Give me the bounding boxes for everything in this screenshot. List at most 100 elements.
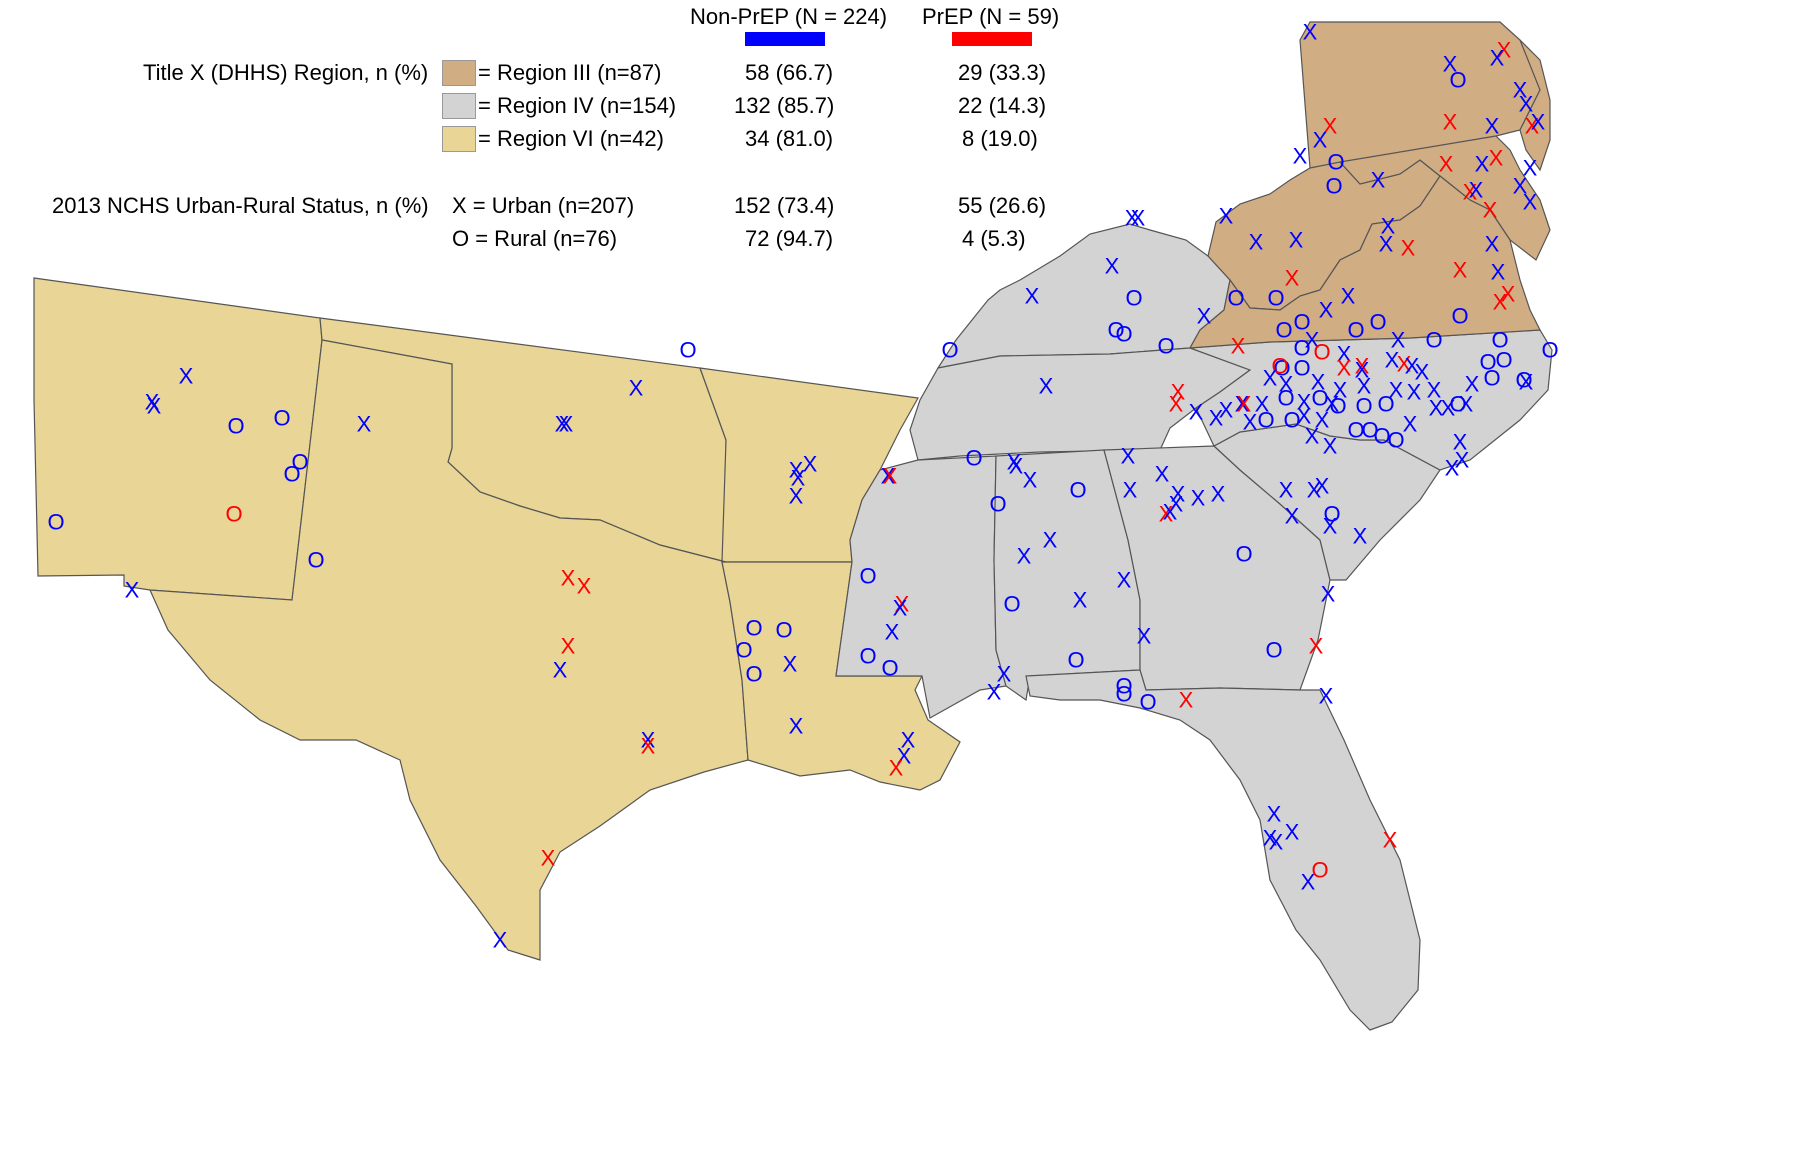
urban-prep-marker: X [1355, 354, 1370, 379]
urban-non-prep-marker: X [1163, 500, 1178, 525]
rural-non-prep-marker: O [775, 618, 792, 643]
region-vi-label: = Region VI (n=42) [478, 126, 664, 151]
urban-non-prep-marker: X [789, 458, 804, 483]
urban-non-prep-marker: X [1443, 52, 1458, 77]
rural-non-prep-marker: O [1067, 648, 1084, 673]
urban-non-prep-marker: X [1219, 398, 1234, 423]
urban-non-prep-marker: X [1155, 462, 1170, 487]
urban-non-prep-marker: X [1297, 404, 1312, 429]
urban-non-prep-marker: X [1171, 482, 1186, 507]
urban-non-prep-marker: X [1319, 298, 1334, 323]
urban-prep-marker: X [1443, 110, 1458, 135]
urban-prep-marker: X [1323, 114, 1338, 139]
region-vi-non-prep: 34 (81.0) [745, 126, 834, 151]
rural-non-prep-marker: O [941, 338, 958, 363]
rural-non-prep-marker: O [1355, 394, 1372, 419]
urban-non-prep-marker: X [1469, 178, 1484, 203]
urban-non-prep-marker: X [1263, 826, 1278, 851]
urban-section-title: 2013 NCHS Urban-Rural Status, n (%) [52, 193, 429, 218]
urban-label: X = Urban (n=207) [452, 193, 635, 218]
rural-non-prep-marker: O [989, 492, 1006, 517]
rural-non-prep-marker: O [227, 414, 244, 439]
rural-non-prep-marker: O [735, 638, 752, 663]
rural-non-prep-marker: O [1425, 328, 1442, 353]
region-iii-area [1188, 21, 1551, 349]
rural-non-prep-marker: O [1479, 350, 1496, 375]
urban-non-prep-marker: X [1105, 254, 1120, 279]
state-texas [149, 339, 749, 961]
urban-prep-marker: X [895, 592, 910, 617]
state-new-jersey [1519, 39, 1551, 172]
rural-label: O = Rural (n=76) [452, 226, 618, 251]
urban-prep-marker: X [541, 846, 556, 871]
rural-non-prep-marker: O [1267, 286, 1284, 311]
urban-prep-marker: X [1489, 146, 1504, 171]
urban-non-prep-marker: X [1285, 504, 1300, 529]
urban-non-prep-marker: X [1297, 390, 1312, 415]
urban-non-prep-marker: X [1303, 20, 1318, 45]
urban-non-prep-marker: X [1513, 78, 1528, 103]
rural-non-prep-marker: O [1257, 408, 1274, 433]
urban-non-prep-marker: X [1491, 260, 1506, 285]
urban-prep-marker: X [1525, 114, 1540, 139]
rural-non-prep-marker: O [1515, 368, 1532, 393]
urban-non-prep-marker: X [559, 412, 574, 437]
urban-non-prep-marker: X [1243, 410, 1258, 435]
urban-non-prep-marker: X [893, 596, 908, 621]
urban-non-prep-marker: X [179, 364, 194, 389]
rural-non-prep-marker: O [1329, 394, 1346, 419]
urban-non-prep-marker: X [1235, 392, 1250, 417]
urban-non-prep-marker: X [1519, 92, 1534, 117]
urban-non-prep-marker: X [901, 728, 916, 753]
rural-non-prep-marker: O [1293, 310, 1310, 335]
urban-non-prep-marker: X [1315, 474, 1330, 499]
urban-non-prep-marker: X [1519, 370, 1534, 395]
rural-non-prep-marker: O [1387, 428, 1404, 453]
urban-non-prep-marker: X [803, 452, 818, 477]
urban-non-prep-marker: X [1445, 456, 1460, 481]
urban-non-prep-marker: X [1267, 802, 1282, 827]
region-iii-label: = Region III (n=87) [478, 60, 662, 85]
urban-non-prep-marker: X [553, 658, 568, 683]
urban-non-prep-marker: X [1123, 478, 1138, 503]
urban-prep-marker: X [1337, 356, 1352, 381]
swatch-region-iv [442, 93, 476, 119]
urban-prep-marker: X [1237, 392, 1252, 417]
urban-prep-marker: X [1159, 502, 1174, 527]
urban-prep-marker: X [561, 566, 576, 591]
urban-non-prep-marker: X [1073, 588, 1088, 613]
urban-non-prep-marker: X [125, 578, 140, 603]
rural-non-prep-marker: O [1377, 392, 1394, 417]
urban-non-prep-marker: X [1305, 328, 1320, 353]
rural-prep-marker: O [1271, 354, 1288, 379]
rural-non-prep-marker: O [273, 406, 290, 431]
urban-non-prep-marker: X [1381, 214, 1396, 239]
rural-non-prep-marker: O [1003, 592, 1020, 617]
urban-non-prep-marker: X [1211, 482, 1226, 507]
urban-non-prep-marker: X [1189, 400, 1204, 425]
rural-non-prep-marker: O [1347, 318, 1364, 343]
rural-prep-marker: O [1313, 340, 1330, 365]
urban-non-prep-marker: X [1523, 156, 1538, 181]
urban-non-prep-marker: X [1307, 478, 1322, 503]
region-iv-label: = Region IV (n=154) [478, 93, 677, 118]
rural-non-prep-marker: O [1115, 682, 1132, 707]
urban-non-prep-marker: X [555, 412, 570, 437]
urban-non-prep-marker: X [147, 394, 162, 419]
urban-non-prep-marker: X [1279, 372, 1294, 397]
urban-non-prep-marker: X [1009, 454, 1024, 479]
rural-non-prep-marker: O [965, 446, 982, 471]
rural-non-prep-marker: O [283, 462, 300, 487]
urban-non-prep-marker: X [1209, 406, 1224, 431]
urban-prep-marker: X [1401, 236, 1416, 261]
urban-prep-marker: X [1285, 266, 1300, 291]
rural-prep: 4 (5.3) [962, 226, 1026, 251]
urban-non-prep-marker: X [1319, 684, 1334, 709]
urban-non-prep-marker: X [1531, 110, 1546, 135]
legend-bar-non-prep [745, 32, 825, 46]
urban-non-prep-marker: X [997, 662, 1012, 687]
rural-non-prep-marker: O [679, 338, 696, 363]
rural-non-prep-marker: O [1449, 68, 1466, 93]
rural-non-prep-marker: O [1347, 418, 1364, 443]
